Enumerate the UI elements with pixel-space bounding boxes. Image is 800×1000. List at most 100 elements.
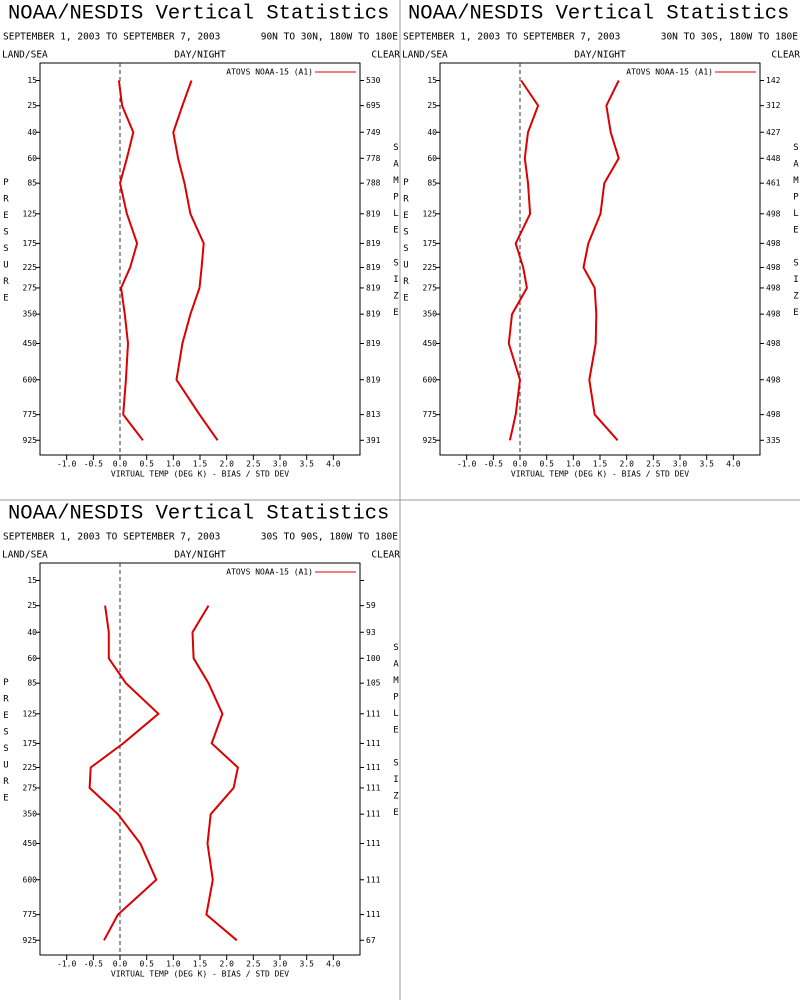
sample-size-label: 498 bbox=[766, 209, 781, 218]
bias-line bbox=[88, 605, 160, 941]
legend-label: ATOVS NOAA-15 (A1) bbox=[626, 68, 713, 77]
std-dev-line bbox=[172, 80, 219, 441]
y-tick-label: 450 bbox=[423, 339, 438, 348]
region-label: 30N TO 30S, 180W TO 180E bbox=[661, 32, 799, 43]
x-tick-label: 0.0 bbox=[513, 460, 528, 469]
y-tick-label: 15 bbox=[27, 576, 37, 585]
sample-size-label: 111 bbox=[366, 910, 381, 919]
x-tick-label: 2.0 bbox=[219, 960, 234, 969]
x-tick-label: 1.5 bbox=[593, 460, 608, 469]
x-tick-label: 1.5 bbox=[193, 460, 208, 469]
y-tick-label: 60 bbox=[27, 654, 37, 663]
x-tick-label: -1.0 bbox=[457, 460, 476, 469]
y-tick-label: 40 bbox=[27, 628, 37, 637]
x-tick-label: -1.0 bbox=[57, 460, 76, 469]
header-label: LAND/SEA bbox=[402, 50, 448, 61]
y-axis-label: PRESSURE bbox=[1, 678, 11, 810]
y-tick-label: 925 bbox=[23, 436, 38, 445]
sample-size-label: 427 bbox=[766, 128, 781, 137]
y-tick-label: 350 bbox=[23, 810, 38, 819]
y-tick-label: 25 bbox=[27, 601, 37, 610]
sample-size-label: 111 bbox=[366, 875, 381, 884]
sample-size-label: 819 bbox=[366, 283, 381, 292]
sample-size-label: 819 bbox=[366, 263, 381, 272]
y-tick-label: 225 bbox=[23, 763, 38, 772]
y-tick-label: 40 bbox=[27, 128, 37, 137]
x-axis-label: VIRTUAL TEMP (DEG K) - BIAS / STD DEV bbox=[511, 470, 689, 479]
y-tick-label: 125 bbox=[23, 709, 38, 718]
chart-title: NOAA/NESDIS Vertical Statistics bbox=[8, 502, 389, 525]
chart-title: NOAA/NESDIS Vertical Statistics bbox=[8, 2, 389, 25]
bias-line bbox=[507, 79, 540, 441]
sample-size-label: 498 bbox=[766, 283, 781, 292]
x-tick-label: -0.5 bbox=[84, 460, 103, 469]
sample-size-label: 819 bbox=[366, 239, 381, 248]
y-tick-label: 450 bbox=[23, 339, 38, 348]
y-tick-label: 60 bbox=[427, 154, 437, 163]
y2-axis-label: SAMPLE SIZE bbox=[791, 143, 800, 325]
y-tick-label: 85 bbox=[427, 179, 437, 188]
sample-size-label: 819 bbox=[366, 310, 381, 319]
y-tick-label: 15 bbox=[427, 76, 437, 85]
y-tick-label: 775 bbox=[23, 410, 38, 419]
y-axis-label: PRESSURE bbox=[401, 178, 411, 310]
sample-size-label: 111 bbox=[366, 763, 381, 772]
chart-subtitle: SEPTEMBER 1, 2003 TO SEPTEMBER 7, 2003 bbox=[3, 532, 220, 543]
x-tick-label: 0.5 bbox=[539, 460, 554, 469]
x-tick-label: 2.5 bbox=[246, 960, 261, 969]
sample-size-label: 111 bbox=[366, 739, 381, 748]
x-tick-label: 1.0 bbox=[166, 960, 181, 969]
x-axis-label: VIRTUAL TEMP (DEG K) - BIAS / STD DEV bbox=[111, 970, 289, 979]
x-tick-label: 1.0 bbox=[166, 460, 181, 469]
x-tick-label: 0.5 bbox=[139, 960, 154, 969]
x-tick-label: 2.5 bbox=[246, 460, 261, 469]
x-tick-label: 3.5 bbox=[699, 460, 714, 469]
x-tick-label: 3.5 bbox=[299, 460, 314, 469]
sample-size-label: 498 bbox=[766, 310, 781, 319]
sample-size-label: 498 bbox=[766, 410, 781, 419]
sample-size-label: 448 bbox=[766, 154, 781, 163]
y-tick-label: 600 bbox=[23, 875, 38, 884]
sample-size-label: 111 bbox=[366, 783, 381, 792]
sample-size-label: 105 bbox=[366, 679, 381, 688]
y-tick-label: 450 bbox=[23, 839, 38, 848]
x-tick-label: 1.0 bbox=[566, 460, 581, 469]
y-tick-label: 275 bbox=[23, 783, 38, 792]
y-tick-label: 600 bbox=[423, 375, 438, 384]
y-tick-label: 85 bbox=[27, 179, 37, 188]
chart-panel: NOAA/NESDIS Vertical Statistics SEPTEMBER… bbox=[401, 2, 800, 478]
sample-size-label: 749 bbox=[366, 128, 381, 137]
chart-panel: NOAA/NESDIS Vertical Statistics SEPTEMBER… bbox=[1, 2, 401, 478]
header-label: CLEAR bbox=[371, 50, 400, 61]
y-tick-label: 600 bbox=[23, 375, 38, 384]
region-label: 30S TO 90S, 180W TO 180E bbox=[261, 532, 399, 543]
bias-line bbox=[117, 80, 144, 441]
y-axis-label: PRESSURE bbox=[1, 178, 11, 310]
y-tick-label: 125 bbox=[423, 209, 438, 218]
legend-label: ATOVS NOAA-15 (A1) bbox=[226, 68, 313, 77]
y-tick-label: 275 bbox=[23, 283, 38, 292]
region-label: 90N TO 30N, 180W TO 180E bbox=[261, 32, 399, 43]
x-tick-label: 3.5 bbox=[299, 960, 314, 969]
sample-size-label: 461 bbox=[766, 179, 781, 188]
y-tick-label: 925 bbox=[23, 936, 38, 945]
x-tick-label: 4.0 bbox=[326, 960, 341, 969]
x-tick-label: -1.0 bbox=[57, 960, 76, 969]
sample-size-label: 111 bbox=[366, 709, 381, 718]
sample-size-label: 819 bbox=[366, 375, 381, 384]
header-label: CLEAR bbox=[371, 550, 400, 561]
sample-size-label: 111 bbox=[366, 839, 381, 848]
sample-size-label: 498 bbox=[766, 339, 781, 348]
sample-size-label: 312 bbox=[766, 101, 781, 110]
y-tick-label: 175 bbox=[23, 239, 38, 248]
sample-size-label: 813 bbox=[366, 410, 381, 419]
sample-size-label: 111 bbox=[366, 810, 381, 819]
y-tick-label: 350 bbox=[423, 310, 438, 319]
x-tick-label: 3.0 bbox=[273, 460, 288, 469]
sample-size-label: 391 bbox=[366, 436, 381, 445]
y-tick-label: 85 bbox=[27, 679, 37, 688]
sample-size-label: 530 bbox=[366, 76, 381, 85]
sample-size-label: 335 bbox=[766, 436, 781, 445]
y-tick-label: 125 bbox=[23, 209, 38, 218]
